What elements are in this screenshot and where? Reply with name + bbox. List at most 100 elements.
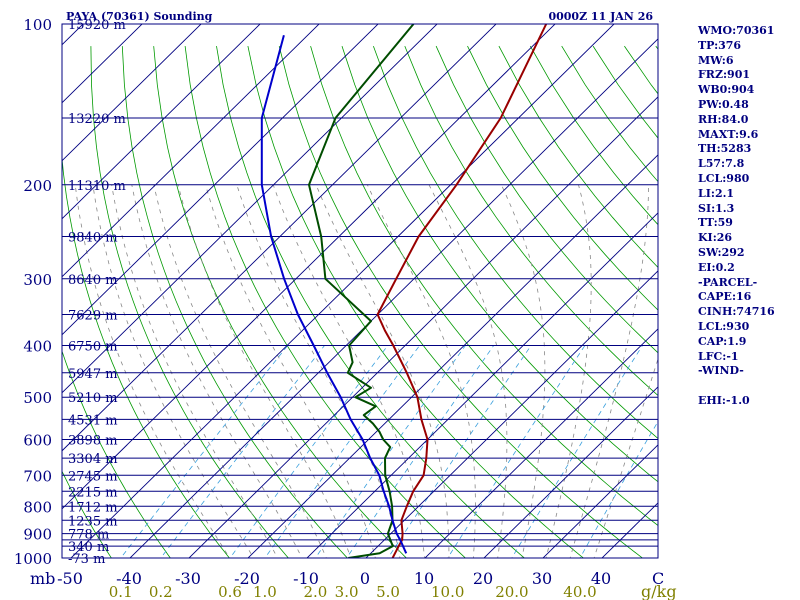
- pressure-tick-label: 900: [23, 526, 52, 544]
- isotherm-line: [70, 24, 615, 558]
- stability-index-item: LCL:930: [698, 319, 750, 333]
- dry-adiabat-line: [90, 46, 289, 558]
- moist-adiabat-line: [74, 184, 231, 558]
- parcel-line: [260, 35, 408, 554]
- mixing-ratio-line: [229, 345, 389, 558]
- isotherm-line: [542, 444, 658, 558]
- height-label: 3304 m: [68, 452, 118, 467]
- mixing-ratio-line: [314, 345, 466, 558]
- chart-title: PAYA (70361) Sounding: [66, 10, 213, 23]
- pressure-tick-label: 800: [23, 498, 52, 516]
- stability-index-item: KI:26: [698, 231, 733, 245]
- dry-adiabat-line: [216, 46, 526, 558]
- moist-adiabat-group: [74, 184, 658, 558]
- dry-adiabat-line: [121, 46, 348, 558]
- stability-index-item: MAXT:9.6: [698, 127, 759, 141]
- temperature-tick-label: 10: [414, 569, 434, 588]
- pressure-tick-label: 1000: [14, 550, 52, 568]
- stability-index-item: -WIND-: [698, 364, 744, 378]
- stability-index-item: CAP:1.9: [698, 334, 747, 348]
- mixing-ratio-line: [120, 345, 289, 558]
- stability-index-panel: WMO:70361 TP:376 MW:6 FRZ:901 WB0:904 PW:0.48…: [698, 24, 798, 409]
- moist-adiabat-line: [315, 184, 450, 558]
- pressure-tick-label: 400: [23, 338, 52, 356]
- temperature-tick-label: -20: [234, 569, 260, 588]
- dry-adiabat-line: [341, 45, 658, 483]
- temperature-tick-label: -40: [116, 569, 142, 588]
- moist-adiabat-line: [92, 184, 255, 558]
- stability-index-item: EI:0.2: [698, 260, 735, 274]
- series-group: [260, 24, 548, 558]
- dry-adiabat-line: [153, 46, 407, 558]
- plot-frame: [61, 23, 659, 559]
- pressure-tick-label: 100: [23, 16, 52, 34]
- pressure-tick-label: 300: [23, 271, 52, 289]
- temperature-line: [376, 24, 548, 558]
- height-label: 5210 m: [68, 391, 118, 406]
- mixing-ratio-label: 0.2: [149, 583, 173, 600]
- moist-adiabat-line: [367, 184, 476, 558]
- dry-adiabat-line: [467, 45, 658, 311]
- pressure-tick-label: 500: [23, 389, 52, 407]
- chart-time-label: 0000Z 11 JAN 26: [548, 10, 653, 23]
- height-label: 340 m: [68, 540, 109, 555]
- temperature-tick-label: -10: [293, 569, 319, 588]
- height-label: 3898 m: [68, 434, 118, 449]
- temperature-tick-label: 40: [591, 569, 611, 588]
- dry-adiabat-line: [247, 46, 585, 558]
- temperature-tick-label: 20: [473, 569, 493, 588]
- moist-adiabat-line: [205, 184, 376, 558]
- stability-index-item: WB0:904: [698, 83, 755, 97]
- mixing-ratio-unit: g/kg: [641, 582, 677, 600]
- height-label: 1712 m: [68, 500, 118, 515]
- temperature-tick-label: -30: [175, 569, 201, 588]
- mixing-ratio-line: [264, 345, 420, 558]
- temperature-tick-label: 0: [360, 569, 370, 588]
- y-axis-unit: mb: [30, 569, 55, 588]
- dry-adiabat-line: [435, 45, 658, 354]
- isotherm-line: [129, 38, 658, 558]
- isotherm-line: [424, 328, 658, 558]
- height-label: 1235 m: [68, 514, 118, 529]
- height-label: 7629 m: [68, 309, 118, 324]
- dry-adiabat-line: [404, 45, 658, 397]
- mixing-ratio-label: 0.1: [109, 583, 133, 600]
- mixing-ratio-label: 3.0: [335, 583, 359, 600]
- moist-adiabat-line: [593, 357, 658, 558]
- stability-index-item: MW:6: [698, 53, 734, 67]
- height-label: 11310 m: [68, 179, 126, 194]
- stability-index-item: L57:7.8: [698, 157, 745, 171]
- height-label: 9840 m: [68, 231, 118, 246]
- isotherm-line: [62, 24, 320, 278]
- isotherm-line: [247, 154, 658, 558]
- mixing-ratio-line: [346, 345, 495, 558]
- stability-index-item: SI:1.3: [698, 201, 735, 215]
- isotherm-line: [62, 24, 556, 510]
- isotherm-line: [365, 270, 658, 558]
- dry-adiabat-line: [310, 45, 658, 527]
- isotherm-line: [62, 24, 438, 394]
- dry-adiabat-group: [62, 45, 658, 558]
- stability-index-item: CINH:74716: [698, 305, 775, 319]
- stability-index-item: RH:84.0: [698, 112, 749, 126]
- moist-adiabat-line: [501, 184, 546, 558]
- height-label: 15920 m: [68, 18, 126, 33]
- moist-adiabat-line: [153, 184, 327, 558]
- pressure-tick-label: 200: [23, 177, 52, 195]
- isotherm-line: [306, 212, 658, 558]
- isotherm-line: [62, 24, 261, 220]
- mixing-ratio-label: 40.0: [563, 583, 596, 600]
- moist-adiabat-line: [272, 184, 425, 558]
- dry-adiabat-line: [184, 46, 466, 558]
- height-label: 13220 m: [68, 112, 126, 127]
- mixing-ratio-line: [387, 345, 532, 558]
- dry-adiabat-line: [62, 349, 171, 558]
- height-label: 5947 m: [68, 367, 118, 382]
- stability-index-item: SW:292: [698, 245, 745, 259]
- height-label: 6750 m: [68, 340, 118, 355]
- mixing-ratio-label: 5.0: [376, 583, 400, 600]
- x-axis-unit: C: [652, 569, 664, 588]
- isotherm-line: [188, 96, 658, 558]
- moist-adiabat-line: [111, 184, 279, 558]
